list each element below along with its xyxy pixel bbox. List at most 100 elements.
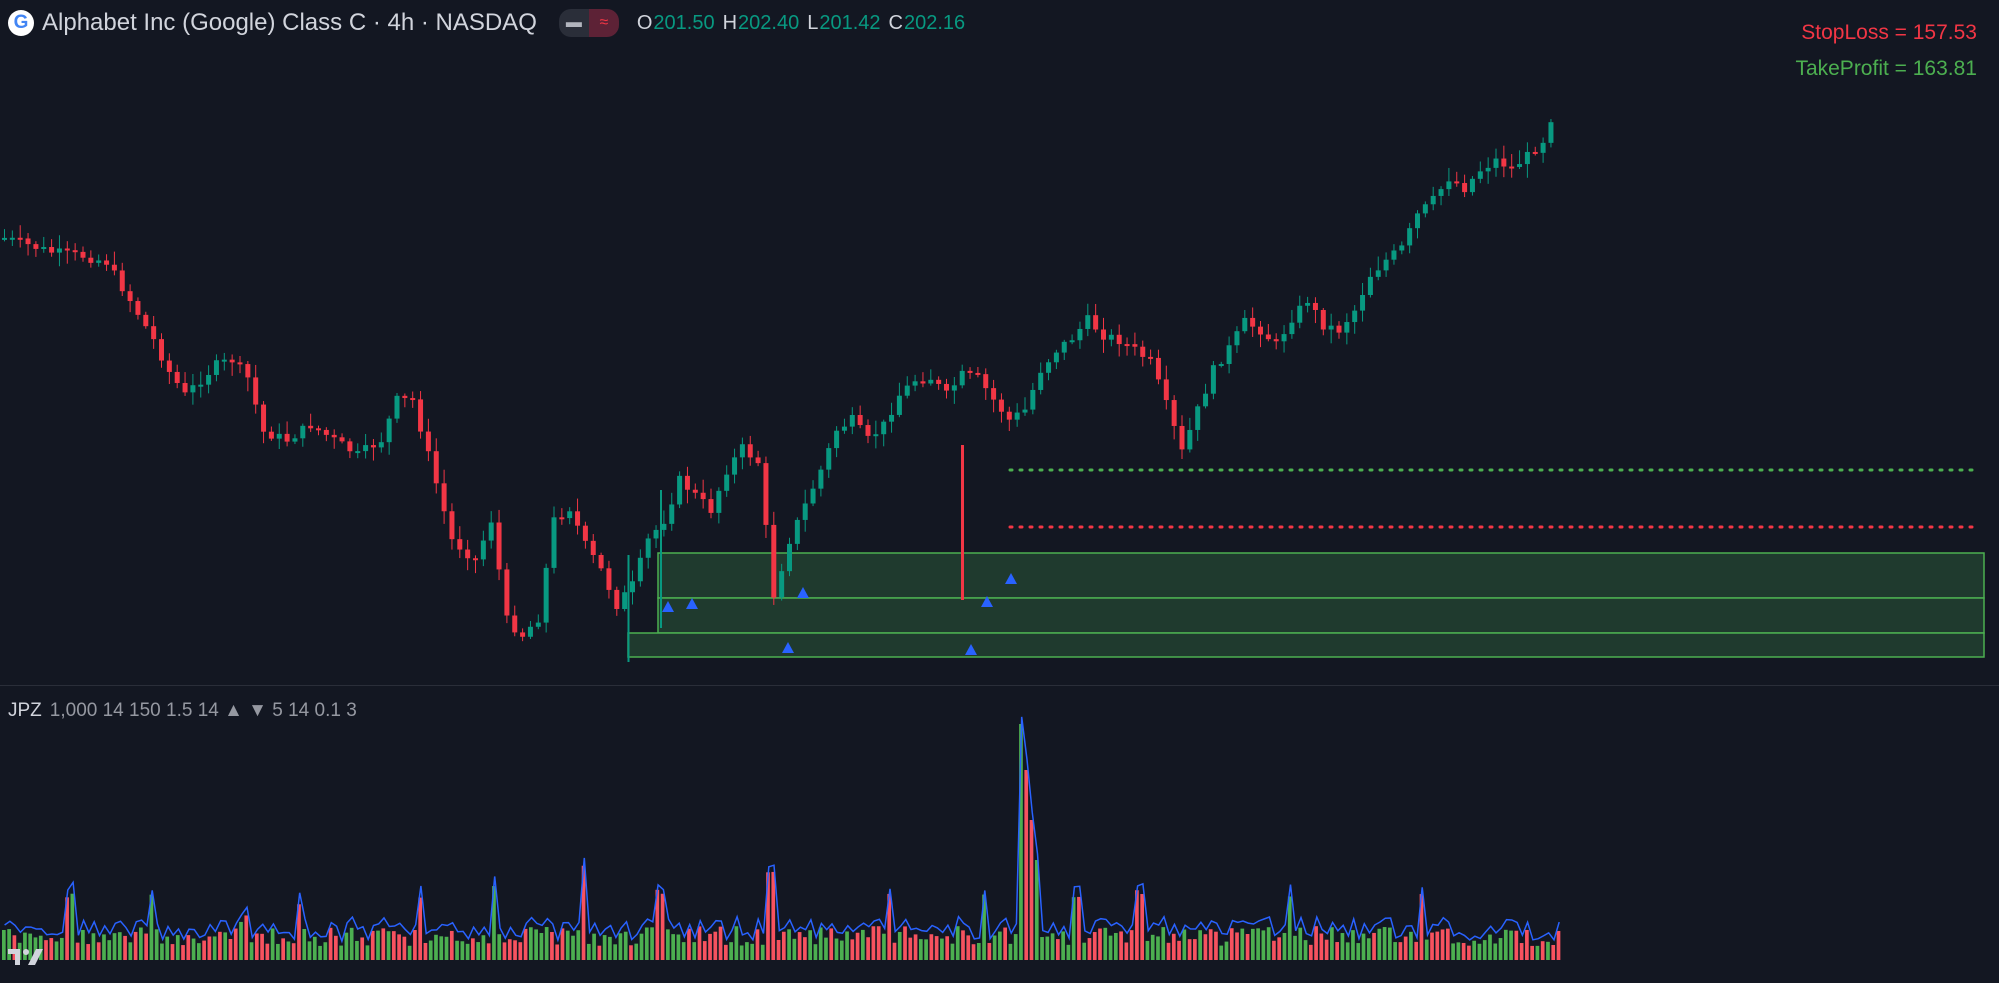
volume-bar	[318, 945, 322, 960]
candle-body	[904, 385, 910, 396]
volume-bar	[1266, 927, 1271, 960]
indicator-name[interactable]: JPZ	[8, 700, 42, 721]
candle-body	[912, 381, 918, 386]
eye-icon[interactable]: ▬	[558, 9, 589, 37]
candle-body	[88, 257, 94, 263]
candle-body	[1524, 151, 1530, 165]
indicator-legend[interactable]: JPZ 1,000 14 150 1.5 14 ▲ ▼ 5 14 0.1 3	[8, 700, 357, 722]
pane-divider[interactable]	[0, 685, 1999, 686]
candle-body	[1093, 315, 1099, 330]
candle-body	[841, 426, 847, 431]
candle-body	[182, 383, 188, 393]
candle-body	[111, 264, 117, 271]
volume-bar	[312, 936, 317, 960]
candle-body	[724, 474, 730, 491]
volume-bar	[1398, 942, 1403, 960]
volume-bar	[1203, 934, 1208, 960]
volume-bar	[397, 934, 401, 960]
candle-body	[951, 385, 957, 391]
volume-bar	[808, 930, 813, 960]
volume-bar	[1171, 933, 1176, 960]
volume-bar	[1145, 940, 1150, 960]
volume-bar	[1013, 934, 1018, 960]
volume-bar	[1108, 935, 1113, 960]
tradingview-logo-icon[interactable]	[6, 945, 60, 967]
candle-body	[928, 379, 934, 384]
volume-bar	[1092, 932, 1097, 960]
candle-body	[1179, 425, 1185, 450]
visibility-toggle[interactable]: ▬ ≈	[558, 9, 619, 37]
volume-bar	[1177, 940, 1181, 960]
candle-body	[449, 511, 455, 540]
candle-body	[1030, 389, 1036, 410]
volume-bar	[539, 933, 544, 960]
ohlc-values: O201.50 H202.40 L201.42 C202.16	[637, 12, 965, 35]
volume-bar	[328, 927, 333, 960]
volume-bar	[544, 927, 549, 960]
candle-body	[159, 339, 164, 361]
candle-body	[1360, 295, 1366, 311]
volume-bar	[908, 937, 913, 960]
volume-bar	[1272, 940, 1276, 960]
volume-bar	[212, 936, 217, 960]
volume-bar	[376, 930, 380, 960]
volume-bar	[660, 893, 665, 960]
volume-bar	[945, 936, 950, 960]
candle-body	[637, 557, 643, 582]
volume-bar	[1098, 928, 1102, 960]
volume-bar	[903, 926, 907, 960]
candle-body	[810, 488, 816, 504]
volume-bar	[502, 942, 507, 960]
candle-body	[1124, 344, 1130, 347]
volume-bar	[950, 943, 955, 960]
price-chart[interactable]	[0, 0, 1999, 685]
candle-body	[1006, 411, 1012, 420]
candle-body	[378, 442, 384, 448]
candle-body	[198, 384, 204, 387]
volume-bar	[955, 926, 960, 960]
volume-bar	[233, 928, 238, 960]
candle-body	[716, 490, 722, 513]
candle-body	[402, 395, 408, 399]
indicator-chart[interactable]	[0, 686, 1999, 983]
candle-body	[1407, 228, 1413, 246]
volume-bar	[497, 934, 502, 960]
candle-body	[1501, 158, 1507, 167]
volume-bar	[839, 940, 844, 960]
candle-body	[865, 425, 871, 436]
volume-bar	[1119, 931, 1123, 960]
candle-body	[1148, 356, 1154, 359]
volume-bar	[861, 929, 865, 960]
volume-bar	[760, 944, 765, 960]
volume-bar	[971, 944, 976, 960]
volume-bar	[70, 893, 75, 960]
volume-bar	[123, 935, 127, 960]
candle-body	[1155, 357, 1161, 380]
volume-bar	[481, 935, 486, 960]
volume-bar	[270, 928, 275, 960]
candle-body	[590, 540, 596, 556]
volume-bar	[381, 928, 386, 960]
candle-body	[229, 359, 235, 363]
candle-body	[370, 445, 376, 448]
volume-bar	[102, 934, 106, 960]
symbol-title[interactable]: Alphabet Inc (Google) Class C · 4h · NAS…	[42, 9, 537, 36]
candle-body	[661, 523, 667, 530]
candle-body	[316, 428, 321, 431]
volume-bar	[845, 931, 849, 960]
volume-bar	[96, 942, 101, 960]
volume-bar	[44, 940, 48, 960]
signal-marker-icon	[662, 601, 674, 612]
candle-body	[1336, 325, 1342, 333]
volume-bar	[1066, 944, 1071, 960]
volume-bar	[771, 871, 776, 960]
wave-icon[interactable]: ≈	[588, 9, 619, 37]
volume-bar	[1256, 928, 1260, 960]
volume-bar	[23, 932, 27, 960]
candle-body	[1446, 181, 1452, 190]
candle-body	[1509, 166, 1515, 169]
candle-body	[818, 469, 824, 489]
volume-bar	[834, 938, 839, 960]
candle-body	[684, 475, 690, 490]
volume-bar	[1540, 941, 1545, 960]
